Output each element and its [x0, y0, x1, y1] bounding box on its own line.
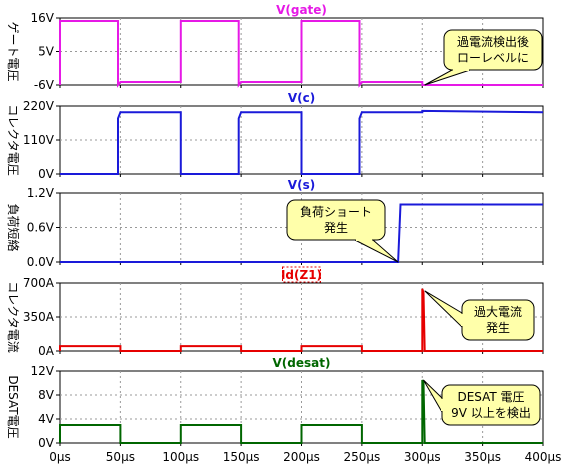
callout-text: 発生 [324, 221, 348, 235]
y-tick-label: 0.6V [27, 221, 55, 235]
y-axis-label: コレクタ電圧 [6, 104, 20, 176]
y-tick-label: 700A [23, 276, 55, 290]
x-tick-label: 50µs [106, 450, 135, 464]
series-line [59, 288, 543, 352]
y-axis-label: ゲート電圧 [6, 21, 20, 81]
y-tick-label: 0V [38, 167, 55, 181]
callout-text: 過大電流 [474, 305, 522, 319]
y-tick-label: 220V [23, 99, 55, 113]
callout-text: 発生 [486, 321, 510, 335]
y-tick-label: 0A [38, 344, 55, 358]
panel-title: V(s) [288, 178, 315, 192]
y-tick-label: -6V [34, 78, 55, 92]
y-tick-label: 5V [38, 45, 55, 59]
x-tick-label: 150µs [223, 450, 260, 464]
x-tick-label: 400µs [525, 450, 562, 464]
x-tick-label: 350µs [464, 450, 501, 464]
callout-text: 負荷ショート [300, 205, 372, 219]
panel-title: Id(Z1) [281, 268, 322, 282]
y-axis-label: 負荷短絡 [6, 203, 21, 251]
callout: DESAT 電圧 9V 以上を検出 [423, 379, 541, 426]
callout-text: ローレベルに [457, 51, 529, 65]
panel-title: V(desat) [273, 356, 331, 370]
x-tick-label: 0µs [49, 450, 71, 464]
y-axis-label: コレクタ電流 [6, 281, 20, 353]
y-axis-label: DESAT電圧 [6, 375, 20, 438]
x-tick-label: 100µs [162, 450, 199, 464]
y-tick-label: 4V [38, 412, 55, 426]
y-tick-label: 0.0V [27, 255, 55, 269]
y-tick-label: 350A [23, 310, 55, 324]
x-tick-label: 300µs [404, 450, 441, 464]
y-tick-label: 16V [31, 11, 55, 25]
panel-2: 220V 110V 0V V(c) コレクタ電圧 [6, 91, 544, 181]
callout-text: 過電流検出後 [457, 35, 529, 49]
series-line [59, 20, 543, 88]
y-tick-label: 0V [38, 436, 55, 450]
callout-text: DESAT 電圧 [457, 390, 524, 404]
callout-box [286, 199, 386, 241]
series-line [60, 109, 544, 175]
panel-title: V(c) [288, 91, 315, 105]
panel-title: V(gate) [276, 3, 327, 17]
title-highlight-box [282, 266, 321, 283]
y-tick-label: 8V [38, 388, 55, 402]
y-tick-label: 110V [23, 133, 55, 147]
callout-box [443, 29, 543, 71]
x-tick-label: 200µs [283, 450, 320, 464]
y-tick-label: 1.2V [27, 186, 55, 200]
series-line [60, 203, 543, 263]
x-axis: 0µs 50µs 100µs 150µs 200µs 250µs 300µs 350µs 400… [49, 450, 561, 464]
y-tick-label: 12V [31, 364, 55, 378]
callout-text: 9V 以上を検出 [451, 406, 531, 420]
panel-5: 12V 8V 4V 0V V(desat) DESAT電圧 DESAT 電圧 9V 以上を検出 [6, 356, 544, 450]
series-line [59, 379, 543, 444]
x-tick-label: 250µs [343, 450, 380, 464]
